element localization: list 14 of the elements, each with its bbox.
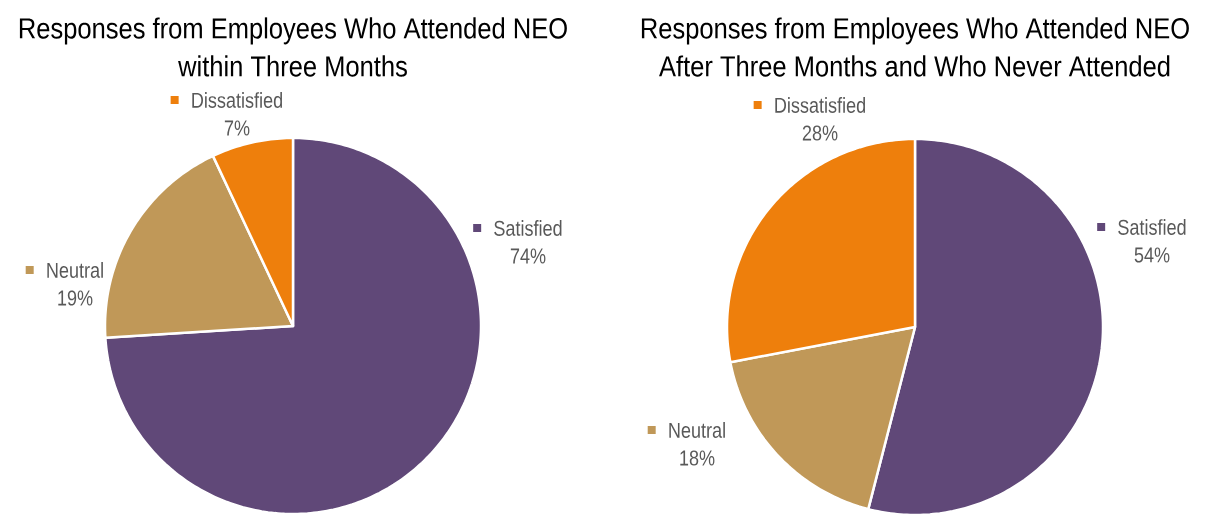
chart-title: Responses from Employees Who Attended NEO After Three Months and Who Never Attended bbox=[641, 17, 1189, 77]
data-label: 54% bbox=[1134, 247, 1170, 263]
legend-label: Neutral bbox=[47, 262, 103, 278]
legend-label: Satisfied bbox=[494, 220, 562, 236]
legend-label: Dissatisfied bbox=[192, 92, 282, 108]
data-label: 18% bbox=[680, 450, 715, 466]
data-label: 7% bbox=[224, 120, 250, 136]
legend-label: Satisfied bbox=[1118, 219, 1186, 235]
data-label: 28% bbox=[802, 125, 838, 141]
data-label: 74% bbox=[510, 248, 546, 264]
data-label: 19% bbox=[58, 290, 93, 306]
chart-title: Responses from Employees Who Attended NEO within Three Months bbox=[19, 17, 567, 77]
legend-label: Dissatisfied bbox=[775, 97, 865, 113]
legend-label: Neutral bbox=[669, 422, 725, 438]
